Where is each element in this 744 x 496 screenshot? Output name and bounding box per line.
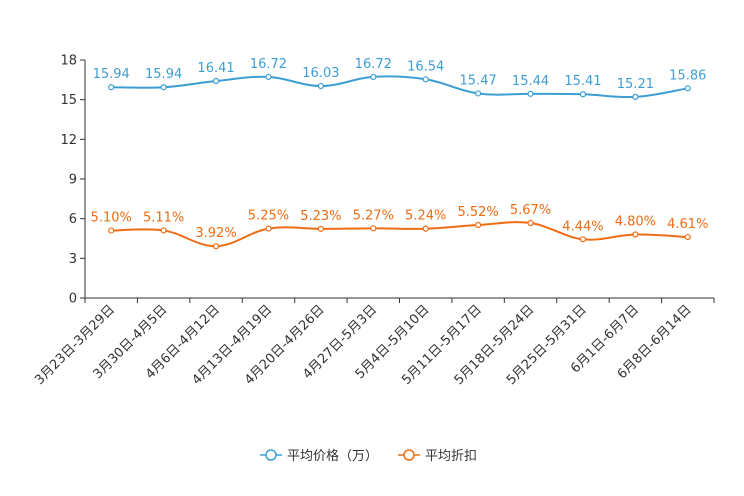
legend[interactable]: 平均价格（万） 平均折扣 (260, 448, 477, 464)
y-tick-label: 9 (69, 173, 77, 188)
data-point[interactable] (422, 225, 429, 232)
data-label: 15.47 (460, 73, 497, 88)
legend-marker (265, 449, 277, 461)
data-point[interactable] (579, 91, 587, 98)
legend-label: 平均价格（万） (287, 448, 378, 464)
data-point[interactable] (475, 90, 482, 97)
y-axis: 0 3 6 9 12 15 18 (60, 54, 86, 307)
data-label: 3.92% (195, 226, 236, 241)
series-2: 5.10% 5.11% 3.92% 5.25% 5.23% 5.27% 5.24% 5.52%… (91, 203, 708, 250)
data-point[interactable] (579, 236, 587, 243)
data-point[interactable] (265, 73, 272, 81)
data-label: 15.44 (512, 74, 549, 89)
data-point[interactable] (317, 225, 324, 232)
data-point[interactable] (527, 90, 534, 97)
data-point[interactable] (317, 82, 324, 90)
y-tick-label: 6 (69, 212, 77, 227)
series-1: 15.94 15.94 16.41 16.72 16.03 16.72 16.54 15.47… (93, 57, 706, 100)
data-label: 5.67% (510, 203, 551, 218)
data-point[interactable] (527, 219, 534, 227)
legend-label: 平均折扣 (425, 449, 477, 464)
y-tick-label: 0 (69, 292, 77, 307)
data-label: 5.24% (405, 209, 446, 224)
y-tick-label: 15 (60, 93, 77, 108)
data-label: 4.61% (667, 217, 708, 232)
data-point[interactable] (160, 227, 167, 234)
series-line (111, 221, 688, 248)
data-label: 16.41 (197, 61, 234, 76)
data-point[interactable] (684, 85, 691, 92)
data-point[interactable] (632, 93, 639, 100)
data-label: 16.72 (250, 57, 287, 72)
data-point[interactable] (212, 77, 220, 85)
data-point[interactable] (265, 225, 272, 232)
data-label: 16.03 (302, 66, 339, 81)
data-label: 4.44% (562, 219, 603, 234)
data-label: 5.25% (248, 209, 289, 224)
data-label: 4.80% (615, 215, 656, 230)
y-tick-label: 3 (69, 252, 77, 267)
data-point[interactable] (632, 231, 639, 238)
data-point[interactable] (160, 84, 167, 91)
data-label: 5.10% (91, 211, 132, 226)
data-label: 5.52% (457, 205, 498, 220)
y-tick-label: 18 (60, 54, 77, 69)
x-axis: 3月23日-3月29日3月30日-4月5日4月6日-4月12日4月13日-4月1… (32, 297, 715, 388)
data-label: 16.72 (355, 57, 392, 72)
data-point[interactable] (108, 227, 115, 234)
data-point[interactable] (475, 221, 482, 229)
legend-item-1[interactable]: 平均价格（万） (260, 448, 378, 464)
data-point[interactable] (370, 225, 377, 232)
data-label: 15.41 (564, 74, 601, 89)
data-label: 16.54 (407, 59, 444, 74)
series-line (111, 75, 688, 99)
legend-marker (403, 449, 415, 461)
data-point[interactable] (370, 73, 377, 81)
data-label: 15.21 (617, 77, 654, 92)
data-label: 15.86 (669, 68, 706, 83)
legend-item-2[interactable]: 平均折扣 (398, 449, 477, 464)
data-label: 5.27% (353, 208, 394, 223)
data-label: 15.94 (145, 67, 182, 82)
series-layer: 15.94 15.94 16.41 16.72 16.03 16.72 16.54 15.47… (91, 57, 708, 250)
data-label: 5.23% (300, 209, 341, 224)
data-point[interactable] (684, 233, 691, 241)
data-point[interactable] (212, 243, 220, 250)
data-point[interactable] (108, 84, 115, 91)
data-label: 15.94 (93, 67, 130, 82)
y-tick-label: 12 (60, 133, 77, 148)
data-point[interactable] (422, 76, 429, 83)
data-label: 5.11% (143, 210, 184, 225)
